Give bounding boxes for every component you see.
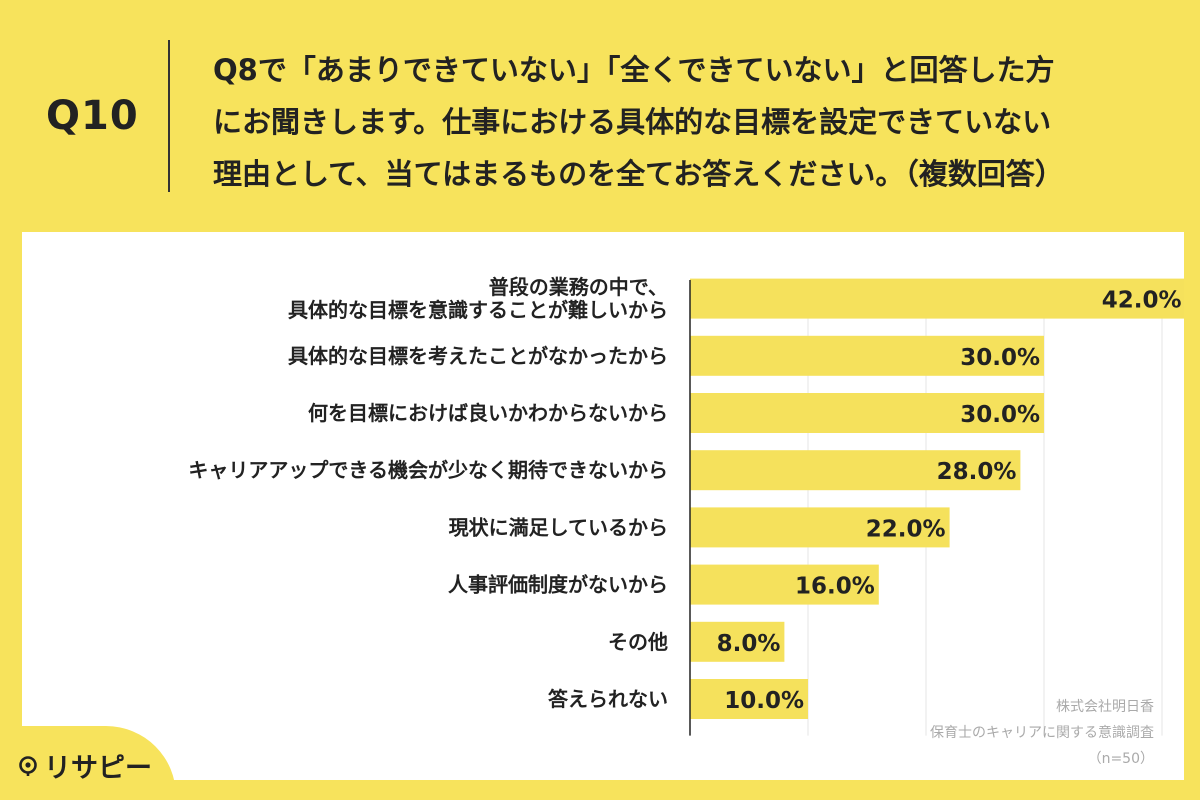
credit-company: 株式会社明日香 [1056, 699, 1154, 715]
bar-value-label: 30.0% [960, 402, 1040, 428]
question-line-3: 理由として、当てはまるものを全てお答えください。（複数回答） [213, 157, 1064, 191]
category-label: 人事評価制度がないから [448, 573, 668, 597]
bar-value-label: 42.0% [1102, 288, 1182, 314]
bar [690, 278, 1184, 319]
chart-panel: 42.0% 普段の業務の中で、 具体的な目標を意識することが難しいから 30.0% 具体… [22, 232, 1184, 780]
category-label: その他 [608, 630, 668, 654]
bar [690, 335, 1044, 376]
category-label: 何を目標におけば良いかわからないから [308, 401, 668, 425]
bar-value-label: 30.0% [960, 345, 1040, 371]
category-label: 具体的な目標を考えたことがなかったから [288, 344, 668, 368]
bar-value-label: 28.0% [937, 459, 1017, 485]
bar-value-label: 16.0% [795, 574, 875, 600]
logo-text: リサピー [44, 753, 152, 784]
bar-value-label: 10.0% [724, 688, 804, 714]
bar-value-label: 22.0% [866, 516, 946, 542]
bar [690, 507, 950, 548]
category-label: 具体的な目標を意識することが難しいから [288, 298, 668, 322]
question-number: Q10 [46, 93, 139, 139]
question-line-2: にお聞きします。仕事における具体的な目標を設定できていない [213, 105, 1052, 139]
credit-sample-size: （n=50） [1087, 751, 1154, 767]
bar [690, 621, 785, 662]
source-credit: 株式会社明日香 保育士のキャリアに関する意識調査 （n=50） [930, 694, 1154, 772]
category-label: 現状に満足しているから [449, 515, 668, 539]
logo-tab: リサピー [0, 726, 176, 800]
bar [690, 393, 1044, 433]
location-pin-icon [19, 755, 37, 776]
credit-survey: 保育士のキャリアに関する意識調査 [930, 725, 1154, 741]
category-label: 答えられない [548, 687, 668, 711]
question-line-1: Q8で「あまりできていない」「全くできていない」と回答した方 [213, 53, 1055, 87]
bar [690, 564, 879, 605]
bar [690, 450, 1021, 491]
category-label: 普段の業務の中で、 [489, 275, 668, 299]
bar-chart: 42.0% 普段の業務の中で、具体的な目標を意識することが難しいから 30.0% 具体… [188, 275, 1184, 736]
question-text: Q8で「あまりできていない」「全くできていない」と回答した方 にお聞きします。仕… [213, 44, 1173, 200]
category-label: キャリアアップできる機会が少なく期待できないから [188, 458, 668, 482]
bar [690, 679, 808, 719]
bar-value-label: 8.0% [717, 631, 781, 657]
brand-logo: リサピー [18, 746, 152, 785]
header-divider [168, 40, 170, 192]
question-header: Q10 Q8で「あまりできていない」「全くできていない」と回答した方 にお聞きし… [0, 0, 1200, 232]
